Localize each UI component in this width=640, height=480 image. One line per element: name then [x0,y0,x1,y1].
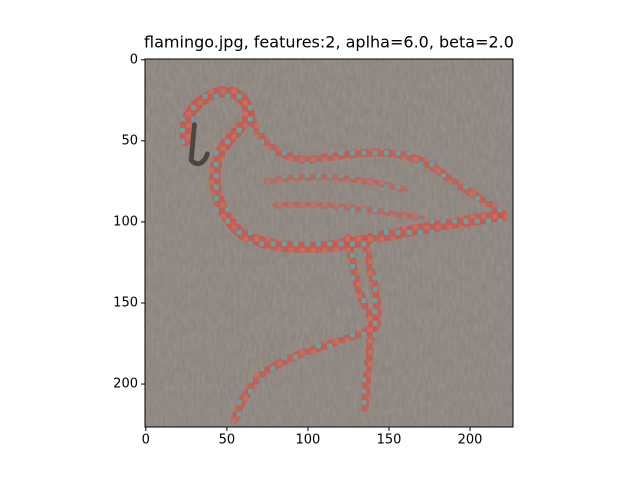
y-tick-label: 50 [121,133,138,148]
x-tick-label: 150 [377,433,402,448]
flamingo-shape [179,86,509,424]
x-tick-label: 200 [458,433,483,448]
y-tick-label: 100 [113,214,138,229]
chart-title: flamingo.jpg, features:2, aplha=6.0, bet… [144,33,514,52]
image [145,59,513,427]
y-tick-label: 0 [130,52,138,67]
axes-frame [144,58,514,428]
y-tick-label: 200 [113,377,138,392]
x-tick-label: 100 [296,433,321,448]
x-tick-label: 0 [142,433,150,448]
y-tick-label: 150 [113,295,138,310]
x-tick-label: 50 [219,433,236,448]
